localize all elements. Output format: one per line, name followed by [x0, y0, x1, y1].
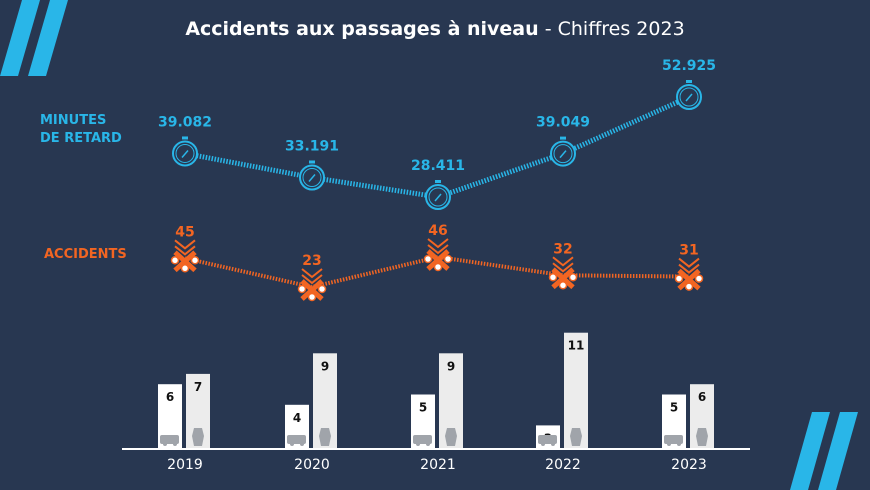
stripe [790, 412, 830, 490]
bar-value-label: 9 [321, 359, 329, 373]
delay-value-label: 33.191 [285, 139, 339, 155]
coffin-icon [696, 428, 708, 446]
ambulance-icon [160, 435, 179, 446]
delay-series-label: MINUTES DE RETARD [40, 113, 122, 146]
page-title: Accidents aux passages à niveau - Chiffr… [185, 18, 685, 40]
accidents-series-label: ACCIDENTS [44, 247, 127, 262]
stopwatch-icon [299, 160, 325, 191]
accidents-value-label: 23 [302, 253, 321, 269]
ambulance-icon [413, 435, 432, 446]
coffin-icon [445, 428, 457, 446]
bar-value-label: 6 [166, 390, 174, 404]
x-tick-label: 2020 [294, 457, 330, 473]
stopwatch-icon [172, 136, 198, 167]
coffin-icon [570, 428, 582, 446]
ambulance-icon [538, 435, 557, 446]
railway-crossing-icon [423, 238, 453, 272]
bar-value-label: 9 [447, 359, 455, 373]
delay-value-label: 39.082 [158, 114, 212, 130]
accidents-value-label: 31 [679, 243, 698, 259]
ambulance-icon [287, 435, 306, 446]
accidents-value-label: 45 [175, 224, 194, 240]
delay-value-label: 28.411 [411, 158, 465, 174]
accidents-value-label: 32 [553, 241, 572, 257]
railway-crossing-icon [170, 239, 200, 273]
stopwatch-icon [550, 136, 576, 167]
railway-crossing-icon [297, 268, 327, 302]
stripe [818, 412, 858, 490]
bar-value-label: 4 [293, 411, 301, 425]
bar-value-label: 5 [670, 401, 678, 415]
delay-value-label: 39.049 [536, 115, 590, 131]
bar-value-label: 7 [194, 380, 202, 394]
bar-value-label: 6 [698, 390, 706, 404]
x-tick-label: 2022 [545, 457, 581, 473]
stripe [0, 0, 40, 76]
x-tick-label: 2023 [671, 457, 707, 473]
delay-value-label: 52.925 [662, 58, 716, 74]
railway-crossing-icon [548, 256, 578, 290]
x-tick-label: 2019 [167, 457, 203, 473]
coffin-icon [192, 428, 204, 446]
accidents-value-label: 46 [428, 223, 447, 239]
stripe [28, 0, 68, 76]
coffin-icon [319, 428, 331, 446]
x-tick-label: 2021 [420, 457, 456, 473]
railway-crossing-icon [674, 257, 704, 291]
delay-line [184, 94, 691, 200]
stopwatch-icon [425, 180, 451, 210]
bar-value-label: 11 [568, 339, 585, 353]
bar-value-label: 5 [419, 401, 427, 415]
stopwatch-icon [676, 80, 702, 110]
ambulance-icon [664, 435, 683, 446]
